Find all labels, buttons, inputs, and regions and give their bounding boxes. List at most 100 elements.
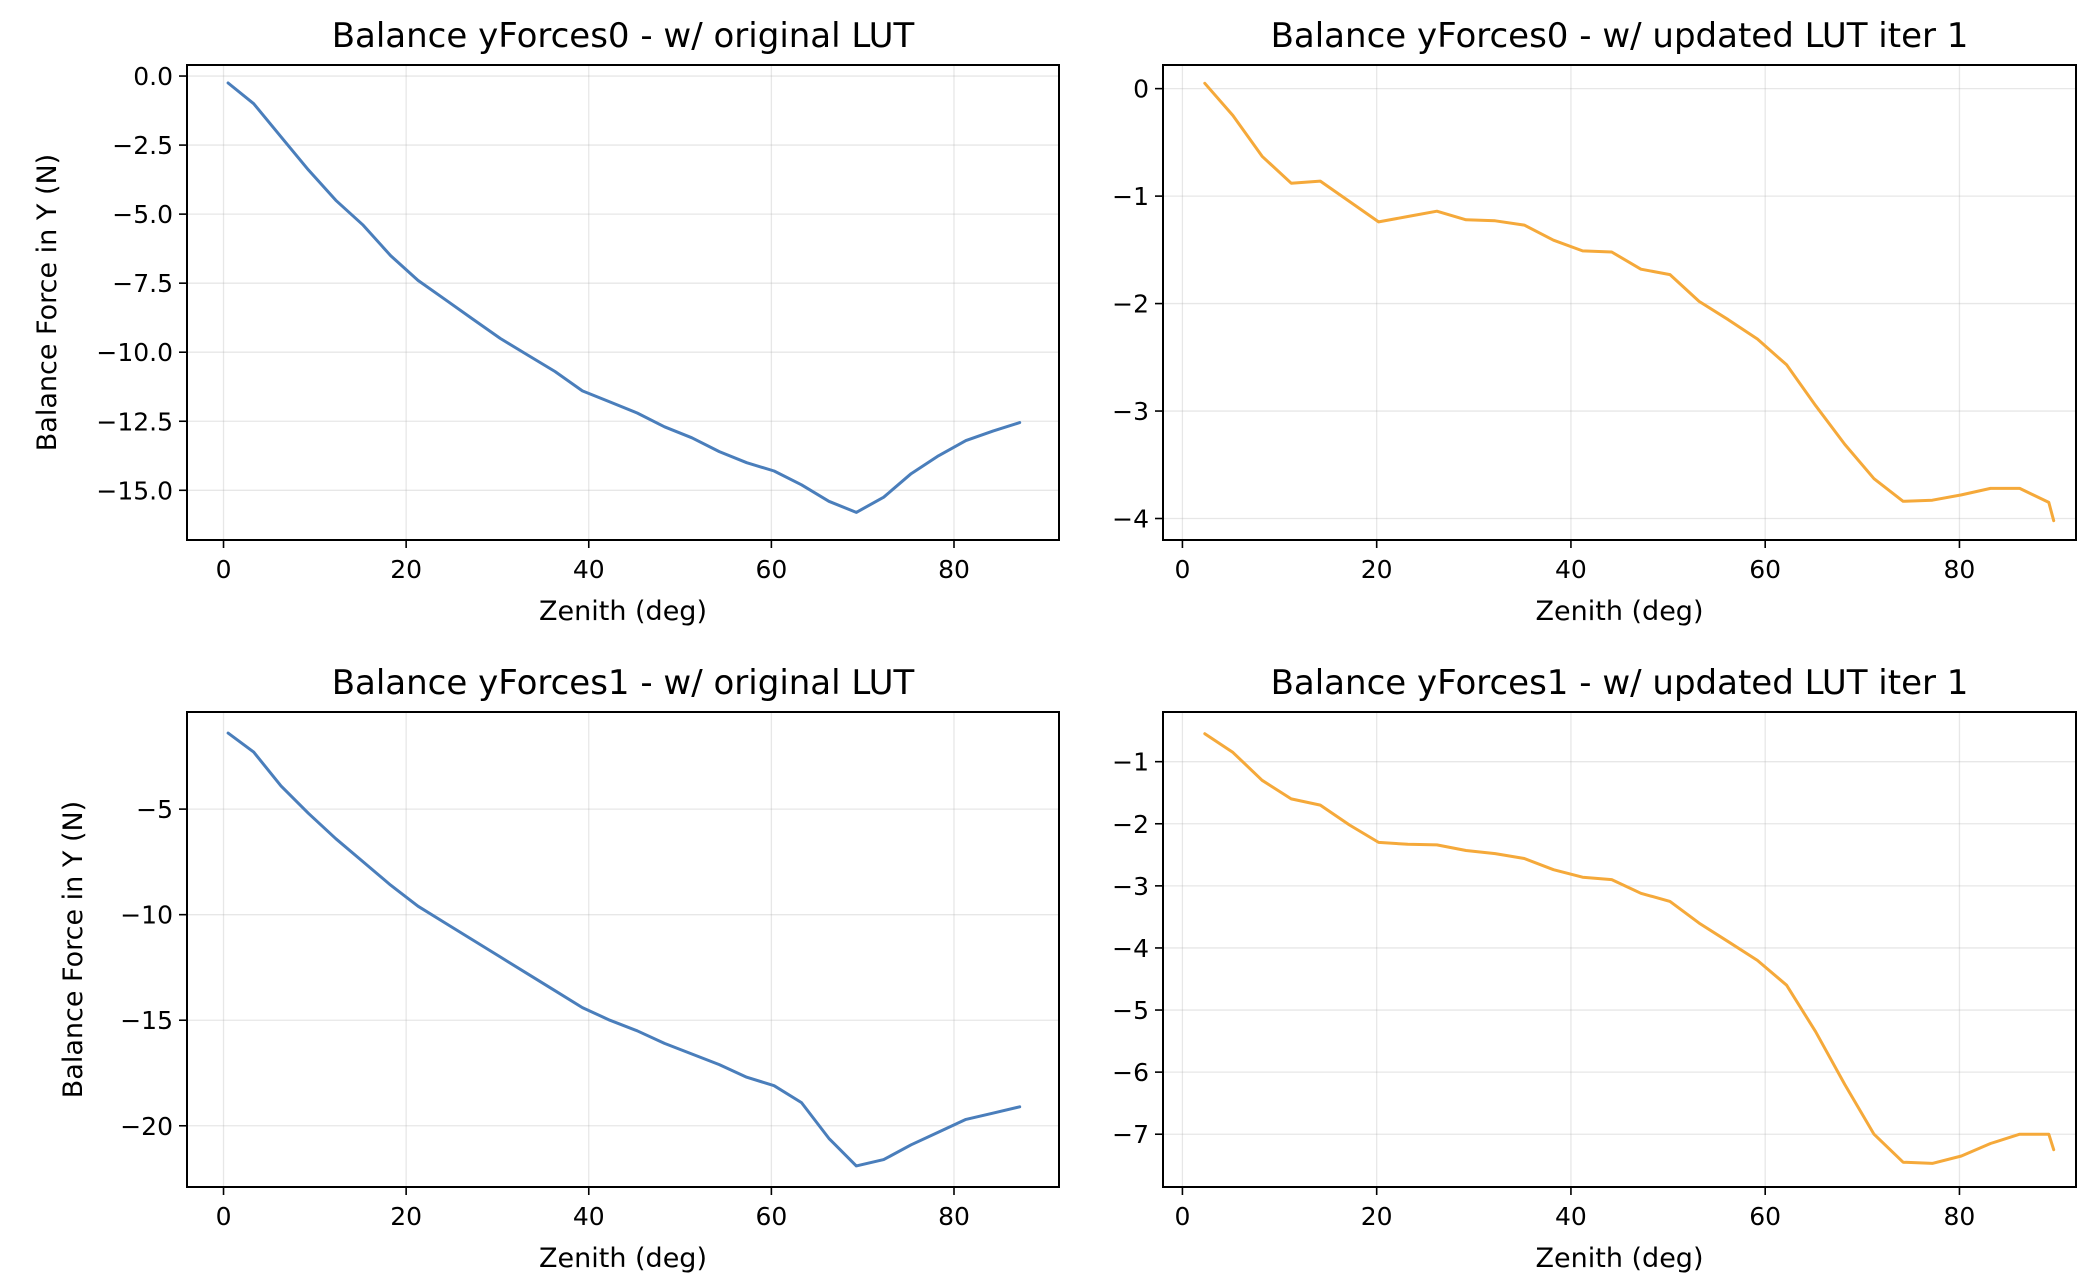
data-point [1581,876,1584,879]
data-point [718,450,721,453]
y-tick-label: −12.5 [96,407,173,436]
data-point [526,972,529,975]
subplot-top-left: 0 20 40 60 80 0.0 −2.5 −5.0 −7.5 −10.0 −12.5 −15.0 B… [32,16,1060,627]
x-tick-label: 0 [1174,555,1190,584]
data-point [1785,363,1788,366]
y-tick-label: −1 [1112,748,1149,777]
y-tick-label: −20 [120,1112,173,1141]
data-point [855,511,858,514]
data-point [800,1101,803,1104]
x-tick-label: 60 [755,1202,787,1231]
data-point [1261,779,1264,782]
data-point [1552,868,1555,871]
data-point [800,483,803,486]
data-point [773,469,776,472]
gridlines [1163,712,2076,1187]
data-point [745,461,748,464]
y-tick-label: −15 [120,1006,173,1035]
data-point [1639,268,1642,271]
data-point [227,732,230,735]
data-point [1494,219,1497,222]
data-point [1435,843,1438,846]
data-point [1552,239,1555,242]
data-point [2047,1133,2050,1136]
data-point [1377,220,1380,223]
data-point [1523,857,1526,860]
y-tick-label: 0 [1133,75,1149,104]
x-tick-label: 60 [1749,555,1781,584]
data-point [663,425,666,428]
gridlines [187,65,1059,540]
data-point [910,472,913,475]
x-tick-label: 20 [1361,555,1393,584]
data-point [307,168,310,171]
subplot-bottom-right: 0 20 40 60 80 −1 −2 −3 −4 −5 −6 −7 Balance yForces1 … [1112,663,2077,1274]
data-point [1872,1133,1875,1136]
x-tick-label: 80 [1944,555,1976,584]
data-point [1989,1142,1992,1145]
data-point [444,922,447,925]
data-point [636,411,639,414]
data-point [1960,493,1963,496]
data-point [279,135,282,138]
data-point [663,1042,666,1045]
y-tick-label: −5 [136,795,173,824]
chart-title: Balance yForces1 - w/ original LUT [332,663,915,703]
x-tick-label: 80 [938,1202,970,1231]
data-point [1377,841,1380,844]
x-tick-label: 0 [216,1202,232,1231]
y-axis-label: Balance Force in Y (N) [58,801,89,1098]
data-point [252,102,255,105]
data-point [1931,499,1934,502]
data-point [1018,421,1021,424]
data-point [1319,804,1322,807]
series-line [226,81,1022,514]
data-point [1931,1162,1934,1165]
data-point [499,337,502,340]
data-point [1756,959,1759,962]
data-point [827,500,830,503]
data-point [1902,500,1905,503]
data-point [718,1063,721,1066]
data-point [1960,1154,1963,1157]
data-point [1406,215,1409,218]
data-point [1785,984,1788,987]
data-point [690,1052,693,1055]
data-point [1610,250,1613,253]
data-point [334,837,337,840]
data-point [499,955,502,958]
data-point [1698,922,1701,925]
data-point [1872,477,1875,480]
data-point [608,400,611,403]
x-axis-label: Zenith (deg) [539,596,707,627]
data-point [2047,501,2050,504]
data-point [1319,180,1322,183]
axes-frame [1162,64,2077,541]
y-tick-label: −10 [120,901,173,930]
data-point [1843,443,1846,446]
data-point [1290,797,1293,800]
subplot-top-right: 0 20 40 60 80 0 −1 −2 −3 −4 Balance yForces0 - w/ … [1112,16,2077,627]
y-tick-label: −7.5 [112,269,173,298]
data-point [910,1143,913,1146]
gridlines [1163,65,2076,540]
data-point [1231,114,1234,117]
data-point [855,1164,858,1167]
data-point [690,436,693,439]
data-point [1902,1161,1905,1164]
y-tick-label: −2 [1112,290,1149,319]
chart-title: Balance yForces0 - w/ original LUT [332,16,915,56]
data-point [1290,182,1293,185]
y-axis-label: Balance Force in Y (N) [32,154,63,451]
data-point [1727,318,1730,321]
y-tick-label: −6 [1112,1058,1149,1087]
x-tick-label: 80 [938,555,970,584]
data-point [937,1131,940,1134]
chart-title: Balance yForces0 - w/ updated LUT iter 1 [1271,16,1969,56]
data-point [1464,849,1467,852]
data-point [964,1118,967,1121]
data-point [1523,224,1526,227]
axes-frame [186,711,1060,1188]
data-point [1698,300,1701,303]
